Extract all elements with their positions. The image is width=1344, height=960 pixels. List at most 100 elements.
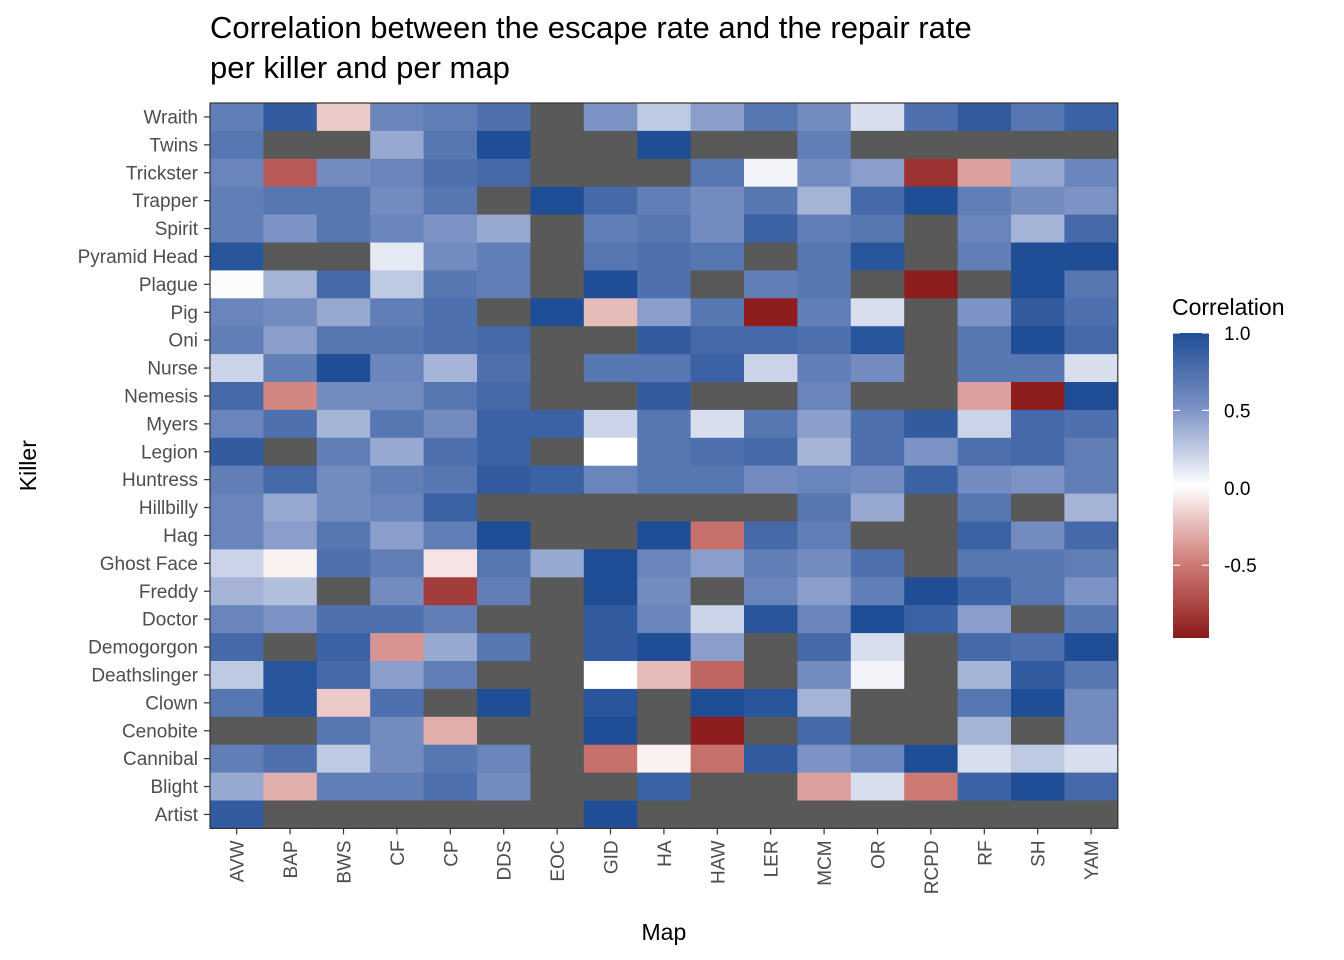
heatmap-cell <box>1011 130 1065 160</box>
heatmap-cell <box>904 493 959 523</box>
heatmap-cell <box>957 298 1012 327</box>
y-tick-label: Twins <box>149 135 198 156</box>
heatmap-cell <box>850 688 905 718</box>
heatmap-cell <box>316 437 371 467</box>
y-tick-label: Myers <box>146 414 198 435</box>
heatmap-cell <box>637 103 692 132</box>
heatmap-cell <box>850 800 905 829</box>
heatmap-cell <box>1011 772 1065 802</box>
heatmap-cell <box>957 605 1012 634</box>
heatmap-cell <box>744 688 798 718</box>
heatmap-cell <box>263 382 318 411</box>
heatmap-cell <box>744 549 798 578</box>
heatmap-cell <box>957 382 1012 411</box>
heatmap-cell <box>370 326 425 355</box>
heatmap-cell <box>583 716 638 746</box>
heatmap-cell <box>583 242 638 271</box>
heatmap-cell <box>850 521 905 550</box>
heatmap-cell <box>210 298 264 327</box>
heatmap-cell <box>1064 186 1119 216</box>
heatmap-cell <box>423 549 478 578</box>
heatmap-cell <box>690 186 745 216</box>
y-tick-label: Ghost Face <box>100 554 198 575</box>
heatmap-cell <box>850 382 905 411</box>
heatmap-cell <box>210 158 264 188</box>
heatmap-cell <box>797 130 852 160</box>
heatmap-cell <box>316 130 371 160</box>
x-tick-label: DDS <box>495 840 516 880</box>
heatmap-cell <box>797 493 852 523</box>
heatmap-cell <box>210 800 264 829</box>
heatmap-cell <box>957 744 1012 774</box>
heatmap-cell <box>690 130 745 160</box>
heatmap-cell <box>744 437 798 467</box>
heatmap-cell <box>583 577 638 606</box>
heatmap-cell <box>423 661 478 690</box>
heatmap-cell <box>690 437 745 467</box>
heatmap-cell <box>744 493 798 523</box>
heatmap-cell <box>530 605 585 634</box>
heatmap-cell <box>1011 242 1065 271</box>
y-tick-label: Spirit <box>155 219 199 240</box>
heatmap-cell <box>210 772 264 802</box>
heatmap-cell <box>690 298 745 327</box>
x-tick-label: RF <box>975 840 996 865</box>
heatmap-cell <box>263 242 318 271</box>
heatmap-cell <box>316 242 371 271</box>
heatmap-cell <box>583 688 638 718</box>
heatmap-cell <box>316 382 371 411</box>
x-tick-label: CP <box>441 840 462 866</box>
heatmap-cell <box>637 688 692 718</box>
heatmap-cell <box>744 326 798 355</box>
heatmap-cell <box>423 744 478 774</box>
y-tick-label: Artist <box>155 805 199 826</box>
heatmap-cell <box>583 772 638 802</box>
heatmap-cell <box>370 493 425 523</box>
heatmap-cell <box>423 214 478 244</box>
chart-title-line-2: per killer and per map <box>210 50 510 85</box>
heatmap-cell <box>370 130 425 160</box>
heatmap-cell <box>1064 633 1119 662</box>
heatmap-cell <box>957 326 1012 355</box>
heatmap-cell <box>744 577 798 606</box>
heatmap-cell <box>210 521 264 550</box>
heatmap-cell <box>530 186 585 216</box>
heatmap-cell <box>744 298 798 327</box>
heatmap-cell <box>904 186 959 216</box>
heatmap-cell <box>477 521 531 550</box>
x-tick-label: MCM <box>815 840 836 885</box>
heatmap-cell <box>1011 298 1065 327</box>
heatmap-cell <box>637 493 692 523</box>
heatmap-cell <box>210 605 264 634</box>
heatmap-cell <box>904 298 959 327</box>
heatmap-cell <box>690 633 745 662</box>
heatmap-cell <box>583 409 638 439</box>
heatmap-cell <box>1011 409 1065 439</box>
heatmap-cell <box>744 214 798 244</box>
heatmap-cell <box>850 549 905 578</box>
heatmap-cell <box>423 409 478 439</box>
heatmap-cell <box>263 772 318 802</box>
x-tick-label: CF <box>388 840 409 865</box>
heatmap-cell <box>583 298 638 327</box>
heatmap-cell <box>423 186 478 216</box>
y-tick-label: Huntress <box>122 470 198 491</box>
heatmap-cell <box>744 242 798 271</box>
heatmap-cell <box>316 633 371 662</box>
heatmap-cell <box>637 409 692 439</box>
heatmap-cell <box>1064 298 1119 327</box>
heatmap-cell <box>583 549 638 578</box>
heatmap-cell <box>263 130 318 160</box>
heatmap-cell <box>797 716 852 746</box>
heatmap-cell <box>690 354 745 383</box>
heatmap-cell <box>744 270 798 299</box>
heatmap-cell <box>316 409 371 439</box>
heatmap-cell <box>904 605 959 634</box>
heatmap-cell <box>744 382 798 411</box>
heatmap-cell <box>797 465 852 495</box>
heatmap-cell <box>477 577 531 606</box>
heatmap-cell <box>423 103 478 132</box>
legend: Correlation 1.0 0.5 0.0 -0.5 <box>1172 294 1285 638</box>
heatmap-cell <box>1064 688 1119 718</box>
heatmap-cell <box>583 130 638 160</box>
